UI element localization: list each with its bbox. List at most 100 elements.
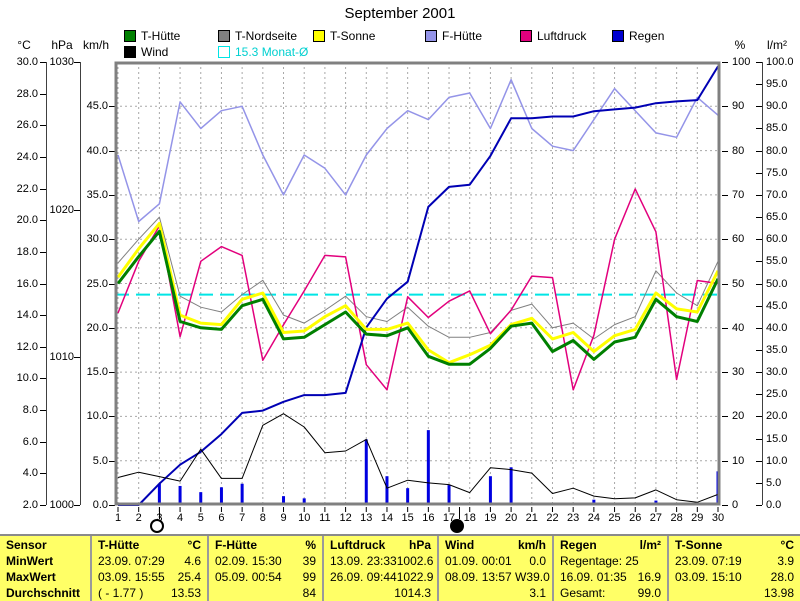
cell-value: 0.0	[529, 554, 546, 568]
legend-label: F-Hütte	[442, 29, 483, 43]
y-label-lm2: 15.0	[766, 432, 788, 445]
x-label-day: 21	[525, 512, 538, 524]
x-label-day: 5	[197, 512, 204, 524]
cell-value: l/m²	[639, 538, 661, 552]
axis-tick	[74, 357, 80, 359]
stats-min: Regentage: 25	[560, 553, 661, 569]
legend-item-t-nordseite: T-Nordseite	[218, 29, 297, 43]
series-line-f-h-tte	[117, 78, 719, 223]
x-label-day: 2	[135, 512, 142, 524]
y-label-hpa: 1020	[49, 203, 74, 216]
legend-swatch-regen	[612, 30, 624, 42]
legend-item-wind: Wind	[124, 45, 168, 59]
stats-header-f-h-tte: F-Hütte%	[215, 537, 316, 553]
axis-tick	[756, 128, 762, 130]
chart-plot	[114, 61, 721, 512]
stats-header-t-sonne: T-Sonne °C	[675, 537, 794, 553]
axis-line	[80, 62, 81, 505]
y-label-kmh: 30.0	[86, 233, 108, 246]
axis-tick	[109, 460, 115, 462]
axis-tick	[40, 441, 46, 443]
cell-text: 23.09. 07:19	[675, 554, 742, 568]
axis-tick	[756, 438, 762, 440]
cell-value: 13.53	[170, 586, 201, 600]
y-label-percent: 0	[732, 499, 739, 511]
legend-swatch-t-sonne	[313, 30, 325, 42]
stats-avg: 13.98	[675, 585, 794, 601]
axis-tick	[40, 473, 46, 475]
stats-avg: 84	[215, 585, 316, 601]
y-label-lm2: 55.0	[766, 255, 788, 268]
cell-text: 03.09. 15:55	[98, 570, 165, 584]
cell-value: 1014.3	[394, 586, 431, 600]
cell-value: 13.98	[763, 586, 794, 600]
stats-header-wind: Wind km/h	[445, 537, 546, 553]
stats-column-f-h-tte: F-Hütte% 02.09. 15:30 39 05.09. 00:54 99 84	[207, 536, 322, 601]
cell-text: 13.09. 23:33	[330, 554, 397, 568]
x-label-day: 29	[691, 512, 704, 524]
x-label-day: 26	[629, 512, 642, 524]
cell-value: 1002.6	[396, 554, 434, 568]
y-label-lm2: 35.0	[766, 343, 788, 356]
y-label-lm2: 30.0	[766, 366, 788, 379]
axis-tick	[40, 62, 46, 63]
new-moon-icon	[450, 519, 465, 533]
stats-avg: 3.1	[445, 585, 546, 601]
axis-unit-celsius: °C	[17, 38, 31, 52]
row-label-sensor: Sensor	[6, 538, 47, 552]
cell-text: Gesamt:	[560, 586, 606, 600]
series-line-wind	[117, 413, 719, 503]
axis-unit-percent: %	[734, 38, 746, 52]
y-label-lm2: 0.0	[766, 499, 782, 511]
cell-value: hPa	[408, 538, 431, 552]
axis-tick	[722, 327, 728, 329]
cell-value: 3.1	[529, 586, 546, 600]
y-label-lm2: 95.0	[766, 78, 788, 91]
legend-label: 15.3 Monat-Ø	[235, 45, 309, 59]
cell-text: T-Sonne	[675, 538, 723, 552]
y-label-percent: 10	[732, 454, 745, 467]
cell-text: Wind	[445, 538, 475, 552]
stats-max: 16.09. 01:35 16.9	[560, 569, 661, 585]
stats-column-t-sonne: T-Sonne °C 23.09. 07:19 3.9 03.09. 15:10 28.0…	[667, 536, 800, 601]
y-label-kmh: 15.0	[86, 366, 108, 379]
axis-tick	[109, 327, 115, 329]
legend-label: Luftdruck	[537, 29, 587, 43]
axis-unit-lm2: l/m²	[767, 38, 787, 52]
y-label-celsius: 18.0	[16, 245, 38, 258]
cell-text: 02.09. 15:30	[215, 554, 282, 568]
y-label-lm2: 20.0	[766, 410, 788, 423]
legend-item-regen: Regen	[612, 29, 664, 43]
y-label-celsius: 16.0	[16, 277, 38, 290]
cell-value: km/h	[517, 538, 546, 552]
cell-text: F-Hütte	[215, 538, 257, 552]
x-label-day: 15	[401, 512, 414, 524]
axis-tick	[40, 505, 46, 506]
stats-header-luftdruck: Luftdruck hPa	[330, 537, 431, 553]
axis-tick	[40, 125, 46, 127]
full-moon-icon	[150, 519, 165, 533]
y-label-lm2: 5.0	[766, 476, 782, 489]
y-label-lm2: 85.0	[766, 122, 788, 135]
y-label-kmh: 40.0	[86, 144, 108, 157]
y-label-percent: 100	[732, 56, 751, 68]
stats-header-t-h-tte: T-Hütte °C	[98, 537, 201, 553]
y-label-percent: 20	[732, 410, 745, 423]
cell-text: Regentage: 25	[560, 554, 639, 568]
axis-tick	[722, 283, 728, 285]
x-label-day: 19	[484, 512, 497, 524]
cell-value: 25.4	[177, 570, 201, 584]
axis-tick	[109, 239, 115, 241]
y-label-percent: 50	[732, 277, 745, 290]
axis-tick	[756, 327, 762, 329]
cell-text: Regen	[560, 538, 597, 552]
axis-tick	[756, 416, 762, 418]
stats-avg: Gesamt: 99.0	[560, 585, 661, 601]
y-label-hpa: 1030	[49, 56, 74, 68]
y-label-lm2: 90.0	[766, 100, 788, 113]
y-label-celsius: 4.0	[22, 467, 38, 480]
axis-tick	[109, 505, 115, 506]
legend-item-t-sonne: T-Sonne	[313, 29, 375, 43]
stats-column-wind: Wind km/h 01.09. 00:01 0.0 08.09. 13:57 W 39.…	[437, 536, 552, 601]
y-label-lm2: 50.0	[766, 277, 788, 290]
